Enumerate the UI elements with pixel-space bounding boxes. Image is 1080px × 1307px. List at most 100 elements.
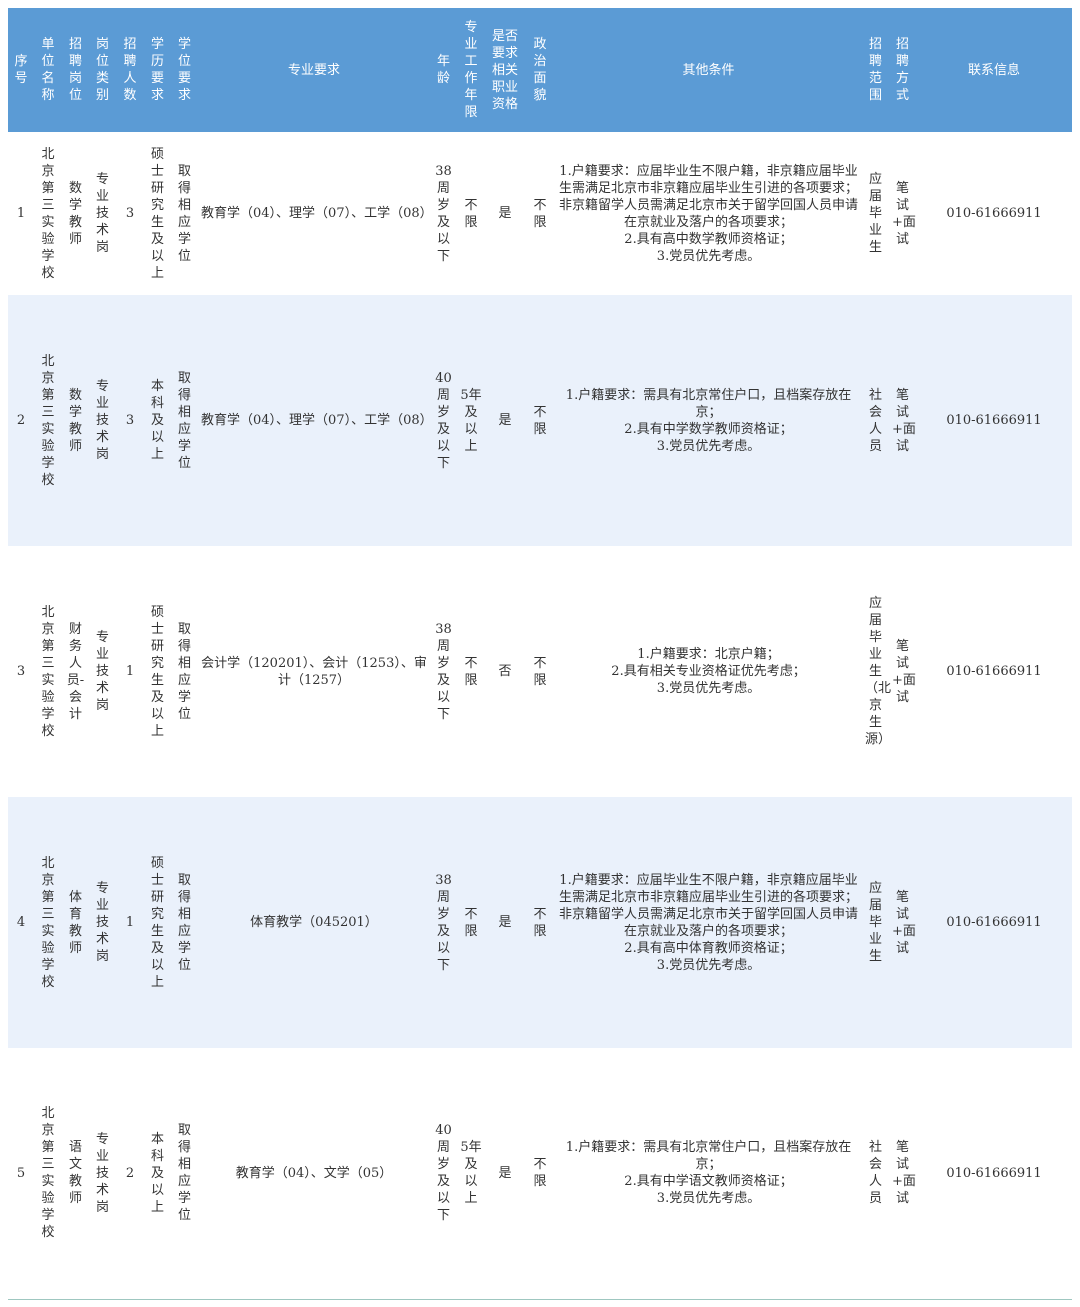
table-cell: 3 [125,206,135,221]
table-cell: 4 [8,797,34,1048]
table-cell: 会计学（120201）、会计（1253）、审计（1257） [201,655,427,688]
table-cell: 38周岁及以下 [435,163,452,264]
table-cell: 是 [498,206,512,221]
table-cell: 010-61666911 [916,797,1072,1048]
table-cell: 是 [485,295,525,546]
table-cell: 社会人员 [862,295,889,546]
table-cell: 笔试+面试 [889,295,916,546]
table-cell: 北京第三实验学校 [41,1106,55,1240]
table-cell: 38周岁及以下 [430,797,457,1048]
header-cell: 学历要求 [144,8,171,132]
header-cell: 专业要求 [198,8,430,132]
table-row: 3 北京第三实验学校 财务人员-会计 专业技术岗 1 硕士研究生及以上 取得相应学位 会计学（… [8,546,1072,797]
table-cell: 010-61666911 [916,295,1072,546]
table-row: 1 北京第三实验学校 数学教师 专业技术岗 3 硕士研究生及以上 取得相应学位 教育学（04）… [8,132,1072,295]
table-cell: 不限 [464,197,478,230]
table-cell: 取得相应学位 [177,1123,191,1223]
table-cell: 语文教师 [68,1140,82,1206]
header-cell: 是否要求相关职业资格 [485,8,525,132]
table-cell: 不限 [525,295,555,546]
table-row: 5 北京第三实验学校 语文教师 专业技术岗 2 本科及以上 取得相应学位 教育学（04）、文学… [8,1048,1072,1298]
table-cell: 不限 [525,797,555,1048]
table-cell: 硕士研究生及以上 [150,604,164,739]
table-cell: 本科及以上 [144,295,171,546]
table-cell: 1 [116,797,144,1048]
table-cell: 专业技术岗 [89,295,116,546]
table-cell: 数学教师 [68,180,82,247]
header-cell: 招聘方式 [889,8,916,132]
table-cell: 不限 [457,797,485,1048]
table-cell: 本科及以上 [150,1131,164,1215]
table-cell: 1 [16,206,26,221]
table-cell: 不限 [533,1157,547,1189]
table-cell: 笔试+面试 [892,638,916,705]
table-cell: 5年及以上 [457,295,485,546]
header-cell: 招聘人数 [116,8,144,132]
table-cell: 专业技术岗 [89,797,116,1048]
table-cell: 应届毕业生 [862,797,889,1048]
header-cell: 招聘范围 [862,8,889,132]
table-cell: 体育教师 [62,797,89,1048]
header-row: 序号 单位名称 招聘岗位 岗位类别 招聘人数 学历要求 学位要求 专业要求 年龄 专业工作年限 是否… [8,8,1072,132]
table-cell: 取得相应学位 [177,163,191,264]
table-cell: 教育学（04）、理学（07）、工学（08） [201,206,433,221]
header-cell: 其他条件 [555,8,862,132]
table-cell: 数学教师 [62,295,89,546]
header-cell: 招聘岗位 [62,8,89,132]
table-cell: 1.户籍要求：需具有北京常住户口，且档案存放在京； 2.具有中学语文教师资格证；… [565,1140,852,1206]
table-cell: 010-61666911 [946,1165,1042,1181]
table-cell: 5 [16,1165,26,1181]
table-cell: 010-61666911 [946,206,1042,221]
table-cell: 笔试+面试 [892,1140,916,1206]
table-cell: 1.户籍要求：应届毕业生不限户籍，非京籍应届毕业生需满足北京市非京籍应届毕业生引… [558,163,858,264]
table-cell: 不限 [533,197,547,230]
table-cell: 北京第三实验学校 [34,295,62,546]
table-cell: 取得相应学位 [177,621,191,722]
table-cell: 社会人员 [868,1140,882,1206]
table-cell: 专业技术岗 [95,1131,109,1215]
header-cell: 联系信息 [916,8,1072,132]
table-cell: 3 [16,664,26,679]
table-cell: 专业技术岗 [95,630,109,713]
table-cell: 2 [8,295,34,546]
header-cell: 专业工作年限 [457,8,485,132]
table-cell: 取得相应学位 [171,295,198,546]
table-cell: 2 [125,1165,135,1181]
table-cell: 1.户籍要求：北京户籍； 2.具有相关专业资格证优先考虑； 3.党员优先考虑。 [611,647,806,696]
table-cell: 体育教学（045201） [198,797,430,1048]
table-cell: 否 [498,664,512,679]
table-row: 2 北京第三实验学校 数学教师 专业技术岗 3 本科及以上 取得相应学位 教育学（04）、理学… [8,295,1072,546]
table-cell: 010-61666911 [946,664,1042,679]
bottom-rule [8,1299,1072,1300]
table-cell: 财务人员-会计 [66,621,85,722]
table-row: 4 北京第三实验学校 体育教师 专业技术岗 1 硕士研究生及以上 取得相应学位 体育教学（04… [8,797,1072,1048]
table-cell: 北京第三实验学校 [41,604,55,739]
table-cell: 笔试+面试 [889,797,916,1048]
table-cell: 1 [125,664,135,679]
table-cell: 硕士研究生及以上 [144,797,171,1048]
table-cell: 教育学（04）、文学（05） [235,1165,393,1181]
table-cell: 是 [498,1165,512,1181]
header-cell: 单位名称 [34,8,62,132]
table-cell: 是 [485,797,525,1048]
table-cell: 1.户籍要求：应届毕业生不限户籍，非京籍应届毕业生需满足北京市非京籍应届毕业生引… [555,797,862,1048]
recruitment-table: 序号 单位名称 招聘岗位 岗位类别 招聘人数 学历要求 学位要求 专业要求 年龄 专业工作年限 是否… [8,8,1072,1298]
header-cell: 学位要求 [171,8,198,132]
table-cell: 不限 [464,655,478,688]
table-cell: 笔试+面试 [892,180,916,247]
table-cell: 40周岁及以下 [435,1123,452,1223]
table-cell: 5年及以上 [460,1140,482,1206]
table-cell: 应届毕业生 [868,172,882,255]
header-cell: 岗位类别 [89,8,116,132]
table-cell: 38周岁及以下 [435,621,452,722]
table-cell: 取得相应学位 [171,797,198,1048]
table-cell: 不限 [533,655,547,688]
header-cell: 序号 [8,8,34,132]
header-cell: 政治面貌 [525,8,555,132]
table-cell: 北京第三实验学校 [34,797,62,1048]
table-cell: 专业技术岗 [95,172,109,255]
table-cell: 1.户籍要求：需具有北京常住户口，且档案存放在京； 2.具有中学数学教师资格证；… [555,295,862,546]
table-cell: 北京第三实验学校 [41,146,55,281]
table-cell: 3 [116,295,144,546]
